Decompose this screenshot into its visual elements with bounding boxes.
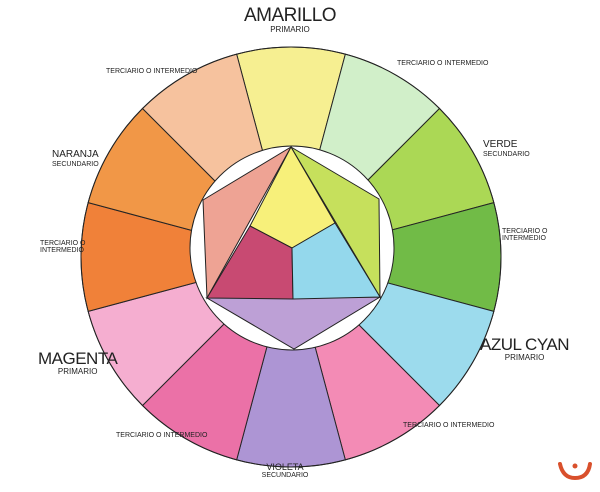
color-name: AZUL CYAN (480, 335, 570, 354)
color-name: MAGENTA (38, 349, 118, 368)
inner-shape-peach (202, 145, 293, 300)
outer-circle (80, 46, 502, 468)
text-line: INTERMEDIO (502, 235, 546, 243)
color-type: PRIMARIO (57, 366, 98, 376)
color-name: AMARILLO (243, 5, 337, 26)
label-violeta: VIOLETA SECUNDARIO (255, 462, 315, 480)
color-name: VIOLETA (266, 462, 304, 472)
label-azul-cyan: AZUL CYAN PRIMARIO (480, 335, 570, 362)
label-verde: VERDE SECUNDARIO (483, 139, 530, 158)
label-terciario-top-left: TERCIARIO O INTERMEDIO (106, 68, 198, 75)
color-name: NARANJA (52, 149, 99, 160)
text-line: INTERMEDIO (40, 247, 84, 255)
label-terciario-bottom-right: TERCIARIO O INTERMEDIO (403, 422, 495, 429)
label-magenta: MAGENTA PRIMARIO (38, 349, 118, 376)
label-terciario-left: TERCIARIO O INTERMEDIO (40, 240, 86, 255)
label-terciario-bottom-left: TERCIARIO O INTERMEDIO (116, 432, 208, 439)
text-line: TERCIARIO O (502, 228, 548, 235)
text-line: TERCIARIO O (40, 240, 86, 247)
label-terciario-top-right: TERCIARIO O INTERMEDIO (397, 60, 489, 67)
color-type: PRIMARIO (270, 24, 310, 34)
color-type: SECUNDARIO (483, 150, 530, 158)
color-type: SECUNDARIO (261, 472, 309, 480)
label-naranja: NARANJA SECUNDARIO (52, 149, 99, 168)
color-type: PRIMARIO (504, 352, 545, 362)
label-terciario-right: TERCIARIO O INTERMEDIO (502, 228, 548, 243)
inner-hexagon (202, 145, 382, 350)
color-type: SECUNDARIO (52, 160, 99, 168)
logo-icon (558, 462, 592, 481)
label-amarillo: AMARILLO PRIMARIO (240, 6, 340, 34)
inner-shape-cyan (291, 222, 381, 300)
color-name: VERDE (483, 139, 518, 150)
